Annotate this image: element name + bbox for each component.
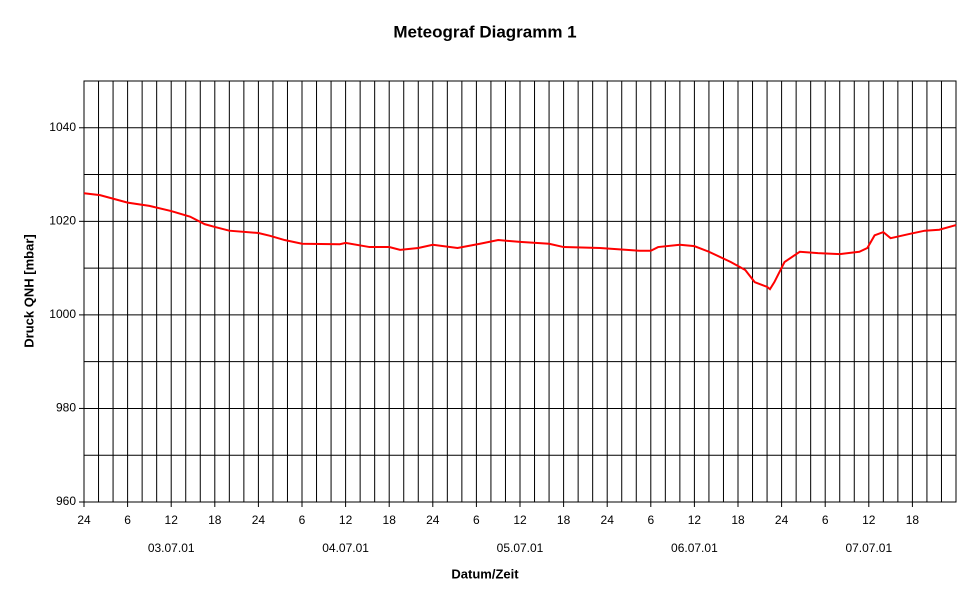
x-tick-label: 18: [731, 513, 745, 527]
x-tick-label: 12: [339, 513, 353, 527]
date-label: 05.07.01: [497, 541, 544, 555]
x-tick-label: 24: [601, 513, 615, 527]
data-line: [83, 192, 957, 291]
x-tick-label: 12: [688, 513, 702, 527]
y-tick-label: 960: [56, 494, 76, 508]
x-tick-label: 24: [252, 513, 266, 527]
x-tick-label: 6: [822, 513, 829, 527]
x-tick-label: 12: [513, 513, 527, 527]
x-tick-label: 18: [906, 513, 920, 527]
y-tick-label: 1020: [49, 214, 76, 228]
date-label: 03.07.01: [148, 541, 195, 555]
x-tick-label: 12: [165, 513, 179, 527]
x-tick-label: 18: [208, 513, 222, 527]
x-tick-label: 24: [775, 513, 789, 527]
date-label: 04.07.01: [322, 541, 369, 555]
x-tick-label: 18: [557, 513, 571, 527]
y-tick-label: 980: [56, 401, 76, 415]
chart-title: Meteograf Diagramm 1: [393, 22, 576, 41]
x-tick-label: 24: [77, 513, 91, 527]
x-tick-label: 12: [862, 513, 876, 527]
x-tick-label: 24: [426, 513, 440, 527]
y-tick-label: 1040: [49, 120, 76, 134]
x-tick-label: 6: [473, 513, 480, 527]
x-tick-label: 6: [299, 513, 306, 527]
y-tick-label: 1000: [49, 307, 76, 321]
y-axis-label: Druck QNH [mbar]: [21, 234, 36, 347]
x-tick-label: 6: [124, 513, 131, 527]
x-tick-label: 18: [383, 513, 397, 527]
date-label: 07.07.01: [845, 541, 892, 555]
date-label: 06.07.01: [671, 541, 718, 555]
x-tick-label: 6: [647, 513, 654, 527]
x-axis-label: Datum/Zeit: [451, 566, 519, 581]
